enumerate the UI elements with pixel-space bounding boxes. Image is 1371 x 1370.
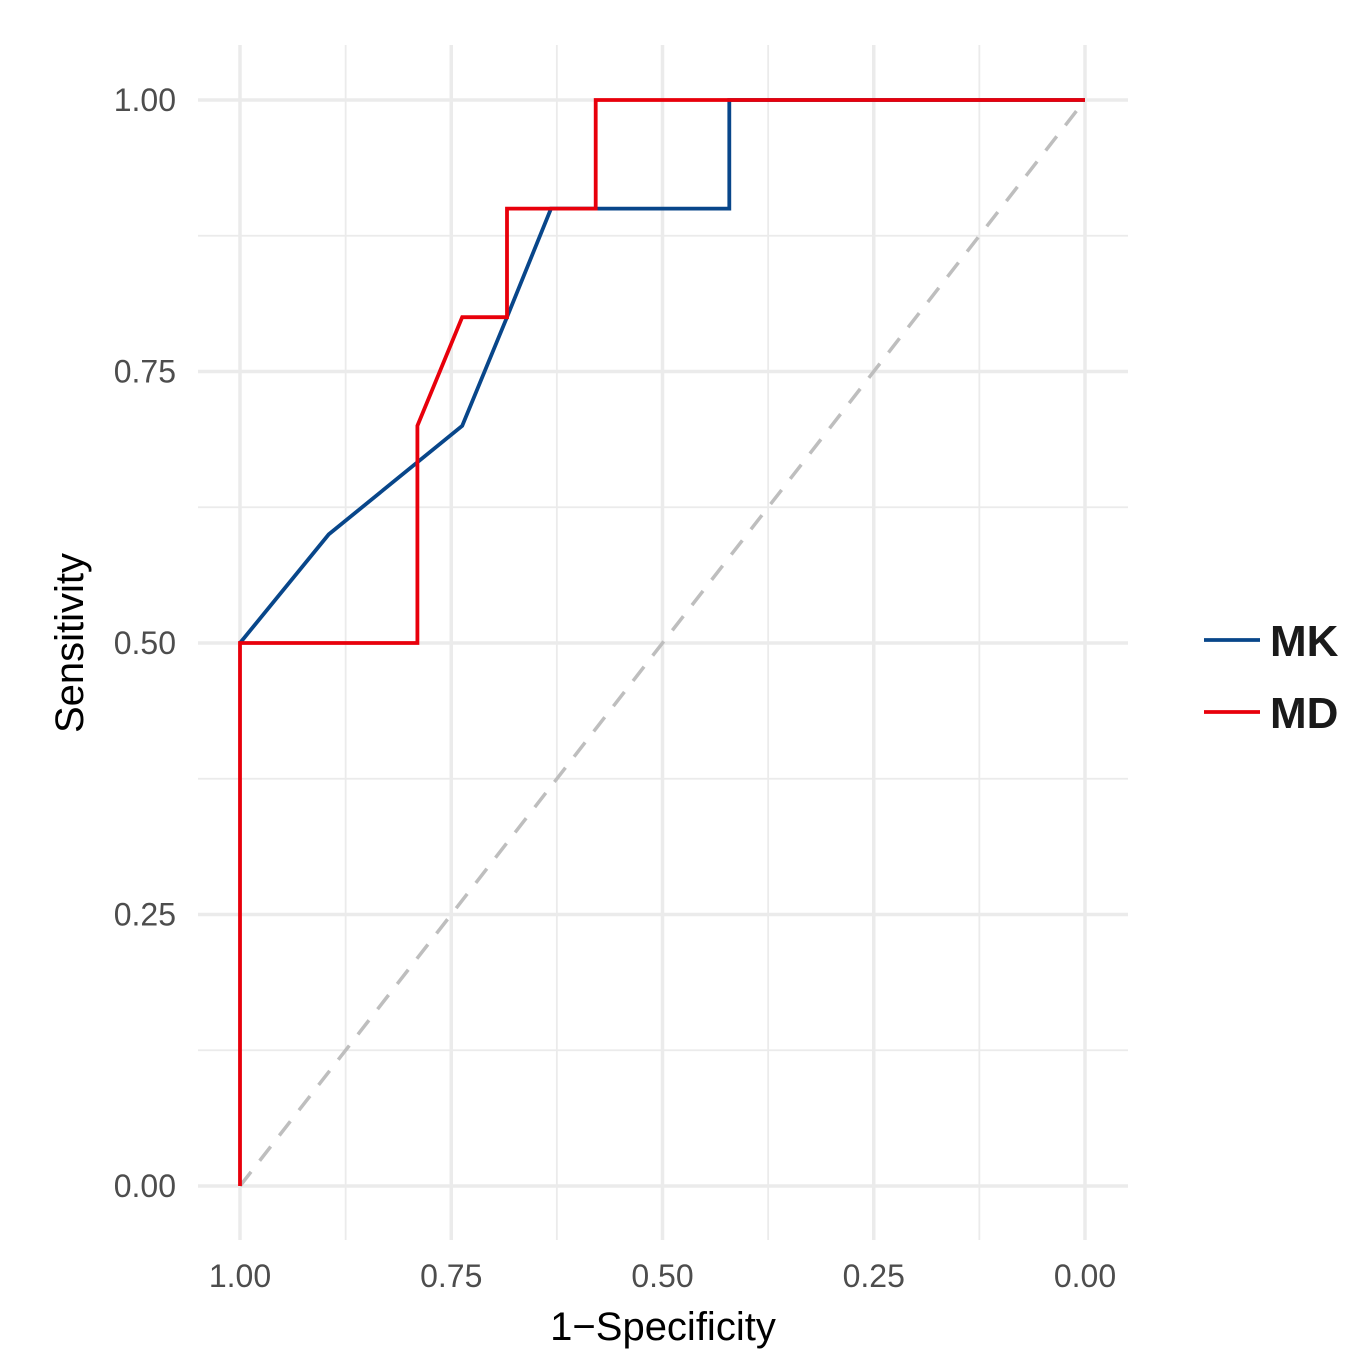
reference-diagonal-line — [238, 98, 1087, 1188]
roc-series-layer — [238, 98, 1085, 1186]
y-tick-label: 0.00 — [114, 1168, 176, 1204]
y-tick-label: 1.00 — [114, 82, 176, 118]
legend-label-mk: MK — [1270, 617, 1339, 666]
x-axis-ticks: 1.00 0.75 0.50 0.25 0.00 — [209, 1258, 1116, 1294]
reference-diagonal-layer — [238, 98, 1087, 1188]
x-axis-title: 1−Specificity — [550, 1305, 776, 1349]
legend-label-md: MD — [1270, 689, 1338, 738]
series-line-mk — [238, 98, 1085, 645]
x-tick-label: 0.50 — [631, 1258, 693, 1294]
legend: MK MD — [1204, 617, 1339, 738]
x-tick-label: 0.25 — [843, 1258, 905, 1294]
y-axis-title: Sensitivity — [48, 553, 92, 733]
x-tick-label: 0.00 — [1054, 1258, 1116, 1294]
x-tick-label: 0.75 — [420, 1258, 482, 1294]
y-tick-label: 0.75 — [114, 354, 176, 390]
series-line-md — [238, 98, 1085, 1186]
x-tick-label: 1.00 — [209, 1258, 271, 1294]
y-axis-ticks: 0.00 0.25 0.50 0.75 1.00 — [114, 82, 176, 1204]
y-tick-label: 0.25 — [114, 897, 176, 933]
y-tick-label: 0.50 — [114, 625, 176, 661]
